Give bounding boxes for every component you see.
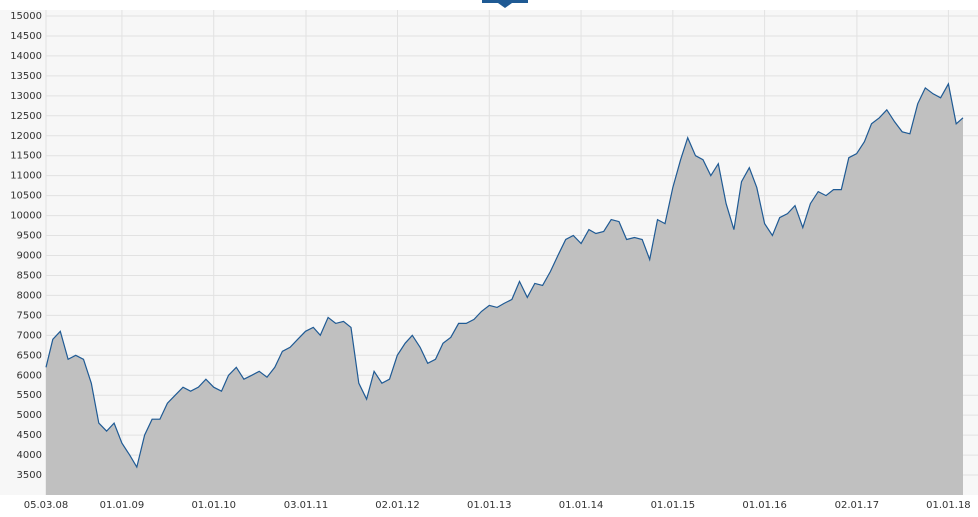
y-tick-label: 13500 [10,71,42,82]
y-tick-label: 9000 [17,251,42,262]
x-tick-label: 01.01.09 [100,500,145,511]
y-tick-label: 13000 [10,91,42,102]
x-tick-label: 02.01.12 [375,500,420,511]
line [45,82,964,469]
y-tick-label: 9500 [17,231,42,242]
y-tick-label: 7500 [17,310,42,321]
y-tick-label: 6000 [17,370,42,381]
x-tick-label: 05.03.08 [24,500,69,511]
y-tick-label: 11500 [10,151,42,162]
x-tick-label: 03.01.11 [284,500,329,511]
y-tick-label: 3500 [17,470,42,481]
y-tick-label: 5500 [17,390,42,401]
x-tick-label: 01.01.10 [191,500,236,511]
y-tick-label: 15000 [10,11,42,22]
y-tick-label: 10000 [10,211,42,222]
area [46,83,963,496]
x-tick-label: 01.01.15 [651,500,696,511]
x-tick-label: 01.01.14 [559,500,604,511]
y-tick-label: 5000 [17,410,42,421]
y-tick-label: 7000 [17,330,42,341]
y-tick-label: 11000 [10,171,42,182]
y-tick-label: 12500 [10,111,42,122]
y-tick-label: 8500 [17,270,42,281]
y-tick-label: 10500 [10,191,42,202]
y-tick-label: 14000 [10,51,42,62]
x-tick-label: 01.01.16 [742,500,787,511]
range-tab[interactable] [482,0,528,8]
x-tick-label: 02.01.17 [835,500,880,511]
y-tick-label: 4000 [17,450,42,461]
y-tick-label: 4500 [17,430,42,441]
y-tick-label: 14500 [10,31,42,42]
x-tick-label: 01.01.18 [926,500,971,511]
y-tick-label: 8000 [17,290,42,301]
x-tick-label: 01.01.13 [467,500,512,511]
y-tick-label: 6500 [17,350,42,361]
y-tick-label: 12000 [10,131,42,142]
